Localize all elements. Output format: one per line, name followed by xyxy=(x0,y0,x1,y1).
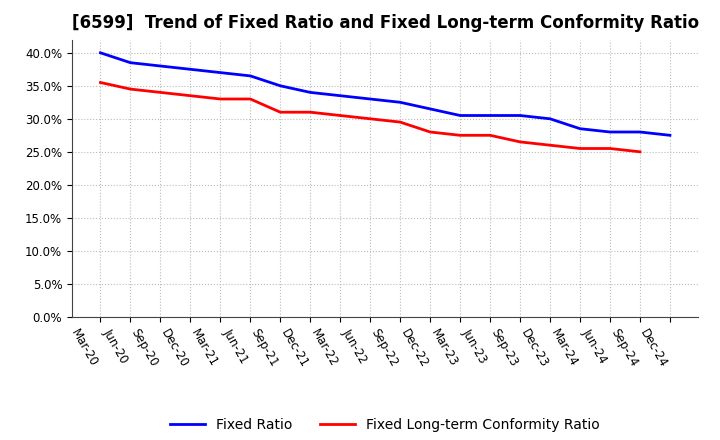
Fixed Ratio xyxy=(366,96,374,102)
Fixed Long-term Conformity Ratio xyxy=(276,110,284,115)
Fixed Ratio xyxy=(336,93,345,98)
Fixed Long-term Conformity Ratio xyxy=(396,119,405,125)
Legend: Fixed Ratio, Fixed Long-term Conformity Ratio: Fixed Ratio, Fixed Long-term Conformity … xyxy=(165,412,606,437)
Fixed Ratio xyxy=(186,66,194,72)
Fixed Ratio xyxy=(246,73,255,78)
Title: [6599]  Trend of Fixed Ratio and Fixed Long-term Conformity Ratio: [6599] Trend of Fixed Ratio and Fixed Lo… xyxy=(71,15,699,33)
Fixed Long-term Conformity Ratio xyxy=(216,96,225,102)
Line: Fixed Long-term Conformity Ratio: Fixed Long-term Conformity Ratio xyxy=(101,82,640,152)
Fixed Ratio xyxy=(665,132,674,138)
Fixed Ratio xyxy=(606,129,614,135)
Fixed Ratio xyxy=(126,60,135,65)
Fixed Long-term Conformity Ratio xyxy=(186,93,194,98)
Fixed Ratio xyxy=(546,116,554,121)
Fixed Ratio xyxy=(636,129,644,135)
Fixed Ratio xyxy=(216,70,225,75)
Fixed Ratio xyxy=(96,50,105,55)
Fixed Long-term Conformity Ratio xyxy=(426,129,434,135)
Fixed Long-term Conformity Ratio xyxy=(456,132,464,138)
Fixed Long-term Conformity Ratio xyxy=(636,149,644,154)
Fixed Long-term Conformity Ratio xyxy=(576,146,585,151)
Fixed Long-term Conformity Ratio xyxy=(96,80,105,85)
Fixed Ratio xyxy=(576,126,585,131)
Fixed Long-term Conformity Ratio xyxy=(486,132,495,138)
Fixed Long-term Conformity Ratio xyxy=(546,143,554,148)
Fixed Ratio xyxy=(516,113,524,118)
Fixed Ratio xyxy=(156,63,165,69)
Fixed Ratio xyxy=(426,106,434,111)
Fixed Long-term Conformity Ratio xyxy=(336,113,345,118)
Fixed Long-term Conformity Ratio xyxy=(306,110,315,115)
Fixed Long-term Conformity Ratio xyxy=(516,139,524,144)
Fixed Long-term Conformity Ratio xyxy=(366,116,374,121)
Fixed Ratio xyxy=(306,90,315,95)
Fixed Ratio xyxy=(396,99,405,105)
Fixed Ratio xyxy=(456,113,464,118)
Fixed Long-term Conformity Ratio xyxy=(126,86,135,92)
Fixed Ratio xyxy=(276,83,284,88)
Fixed Long-term Conformity Ratio xyxy=(156,90,165,95)
Fixed Ratio xyxy=(486,113,495,118)
Fixed Long-term Conformity Ratio xyxy=(246,96,255,102)
Fixed Long-term Conformity Ratio xyxy=(606,146,614,151)
Line: Fixed Ratio: Fixed Ratio xyxy=(101,53,670,135)
